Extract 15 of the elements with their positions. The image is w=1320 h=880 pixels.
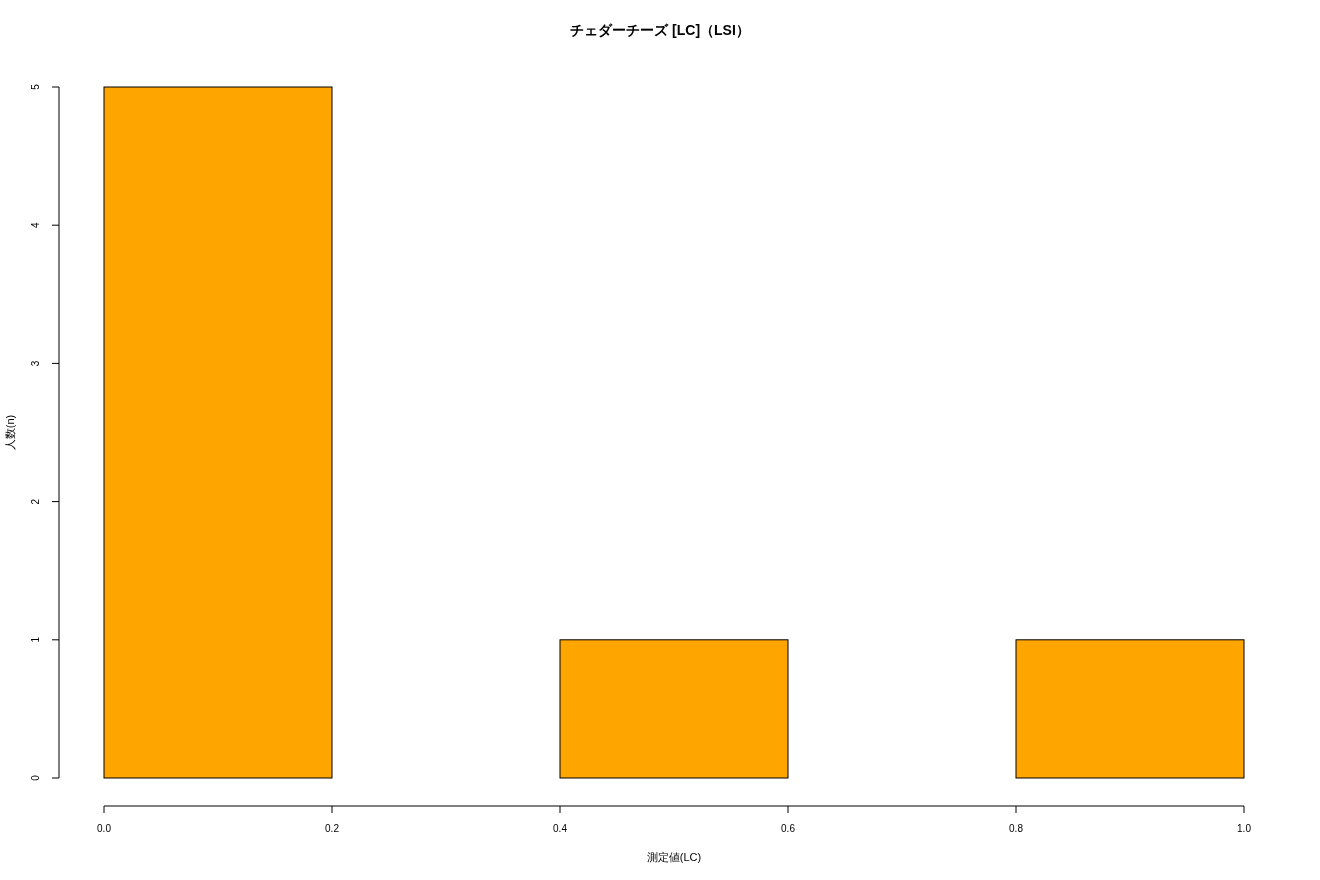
- chart-title: チェダーチーズ [LC]（LSI）: [570, 22, 750, 38]
- x-tick-label: 0.8: [1009, 823, 1024, 834]
- x-tick-label: 0.4: [553, 823, 568, 834]
- x-tick-label: 1.0: [1237, 823, 1252, 834]
- x-axis-title: 測定値(LC): [646, 851, 702, 863]
- y-tick-label: 0: [30, 774, 41, 781]
- x-tick-label: 0.6: [781, 823, 796, 834]
- y-tick-label: 4: [30, 221, 41, 228]
- x-tick-label: 0.2: [325, 823, 340, 834]
- y-tick-label: 1: [30, 636, 41, 643]
- y-tick-label: 3: [30, 360, 41, 367]
- y-tick-label: 2: [30, 498, 41, 505]
- y-tick-label: 5: [30, 83, 41, 90]
- y-axis-title: 人数(n): [4, 414, 16, 451]
- x-tick-label: 0.0: [97, 823, 112, 834]
